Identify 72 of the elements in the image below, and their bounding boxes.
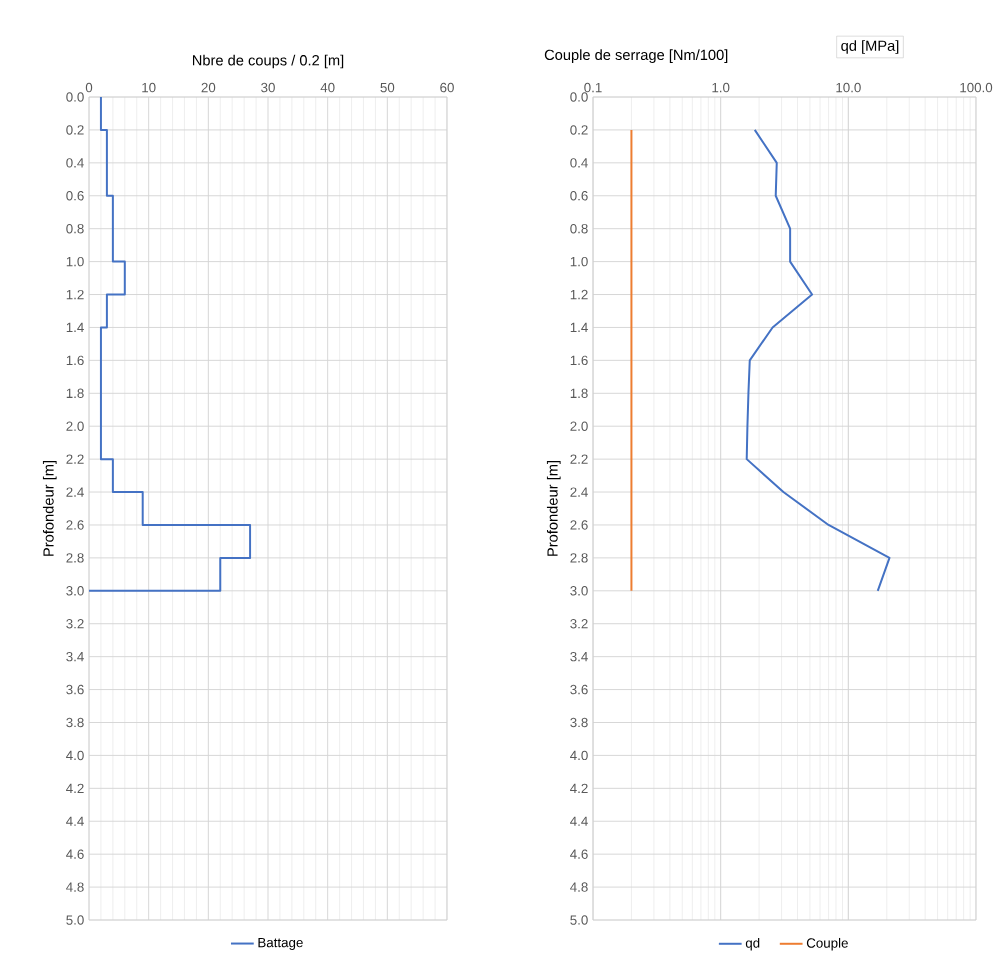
y-tick-label: 3.4 — [66, 651, 84, 662]
y-tick-label: 1.0 — [570, 256, 588, 267]
y-tick-label: 1.4 — [66, 322, 84, 333]
y-tick-label: 4.8 — [66, 882, 84, 892]
x-tick-label: 60 — [440, 82, 454, 93]
y-tick-label: 2.4 — [570, 487, 588, 497]
text: qd [MPa] — [841, 40, 899, 54]
x-tick-label: 10.0 — [836, 82, 861, 93]
y-tick-label: 0.6 — [66, 191, 84, 201]
y-tick-label: 4.8 — [570, 882, 588, 892]
y-tick-label: 2.4 — [66, 487, 84, 497]
legend-label: Battage — [258, 937, 303, 950]
x-axis-title: Couple de serrage [Nm/100] — [544, 49, 728, 63]
y-tick-label: 3.8 — [570, 717, 588, 728]
y-tick-label: 0.2 — [66, 125, 84, 135]
y-tick-label: 1.8 — [570, 388, 588, 398]
x-tick-label: 30 — [261, 82, 275, 93]
y-tick-label: 1.2 — [570, 289, 588, 300]
y-tick-label: 3.0 — [570, 586, 588, 596]
x-tick-label: 100.0 — [960, 82, 993, 93]
y-tick-label: 2.8 — [570, 553, 588, 563]
y-tick-label: 4.2 — [570, 783, 588, 793]
x-tick-label: 50 — [380, 82, 395, 93]
y-tick-label: 2.2 — [66, 454, 84, 464]
y-tick-label: 0.0 — [570, 92, 588, 102]
y-tick-label: 3.6 — [570, 684, 588, 695]
y-tick-label: 1.6 — [570, 355, 588, 366]
y-tick-label: 3.8 — [66, 717, 84, 728]
x-tick-label: 0 — [85, 82, 93, 93]
y-tick-label: 4.0 — [570, 750, 588, 761]
x-tick-label: 0.1 — [584, 82, 602, 93]
y-axis-title: Profondeur [m] — [546, 461, 561, 556]
y-tick-label: 2.0 — [66, 421, 84, 431]
y-tick-label: 1.2 — [66, 289, 84, 300]
x-tick-label: 40 — [320, 82, 335, 93]
y-tick-label: 2.6 — [66, 520, 84, 530]
line-series — [89, 97, 252, 592]
y-tick-label: 3.2 — [66, 619, 84, 629]
x-tick-label: 1.0 — [712, 82, 730, 93]
y-tick-label: 1.4 — [570, 322, 588, 333]
y-tick-label: 4.4 — [570, 816, 588, 826]
y-tick-label: 0.0 — [66, 92, 84, 102]
x-tick-label: 10 — [142, 82, 156, 93]
x-tick-label: 20 — [201, 82, 216, 93]
y-tick-label: 1.8 — [66, 388, 84, 398]
legend-label: qd — [745, 937, 760, 951]
y-tick-label: 5.0 — [66, 915, 84, 925]
y-tick-label: 3.0 — [66, 586, 84, 596]
y-tick-label: 1.0 — [66, 256, 84, 267]
y-tick-label: 1.6 — [66, 355, 84, 366]
y-tick-label: 2.0 — [570, 421, 588, 431]
y-tick-label: 2.2 — [570, 454, 588, 464]
y-tick-label: 2.8 — [66, 553, 84, 563]
y-tick-label: 0.4 — [570, 158, 588, 168]
y-tick-label: 4.2 — [66, 783, 84, 793]
y-tick-label: 0.8 — [570, 223, 588, 234]
y-tick-label: 3.2 — [570, 619, 588, 629]
y-tick-label: 3.4 — [570, 651, 588, 662]
x-axis-title: Nbre de coups / 0.2 [m] — [192, 54, 344, 69]
y-tick-label: 0.2 — [570, 125, 588, 135]
legend-label: Couple — [806, 937, 848, 951]
y-tick-label: 4.6 — [570, 849, 588, 859]
y-axis-title: Profondeur [m] — [42, 461, 57, 556]
y-tick-label: 4.0 — [66, 750, 84, 761]
y-tick-label: 0.4 — [66, 158, 84, 168]
y-tick-label: 0.8 — [66, 223, 84, 234]
y-tick-label: 2.6 — [570, 520, 588, 530]
y-tick-label: 4.4 — [66, 816, 84, 826]
y-tick-label: 5.0 — [570, 915, 588, 925]
y-tick-label: 4.6 — [66, 849, 84, 859]
y-tick-label: 3.6 — [66, 684, 84, 695]
y-tick-label: 0.6 — [570, 191, 588, 201]
